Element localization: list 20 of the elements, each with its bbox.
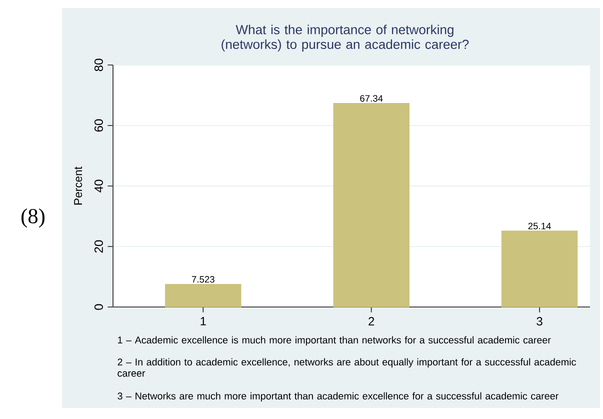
y-axis-title: Percent xyxy=(74,166,82,205)
y-tick-label: 40 xyxy=(94,180,103,192)
chart-title: What is the importance of networking (networks) to pursue an academic career? xyxy=(222,24,469,52)
bar xyxy=(501,230,578,308)
text: (8) xyxy=(22,208,45,228)
bar xyxy=(165,284,242,308)
y-tick-label: 0 xyxy=(94,304,103,310)
text: 1 – Academic excellence is much more important than networks for a successful academic career xyxy=(118,336,551,346)
text: 2 – In addition to academic excellence, networks are about equally important for a successful academic career xyxy=(118,358,576,377)
y-tick-label: 80 xyxy=(94,58,103,72)
data-label: 7.523 xyxy=(192,276,214,283)
data-label: 25.14 xyxy=(528,222,551,230)
text: 3 – Networks are much more important than academic excellence for a successful academic career xyxy=(118,392,558,402)
x-tick-label: 3 xyxy=(536,317,542,326)
x-tick-label: 2 xyxy=(368,317,374,326)
x-tick-label: 1 xyxy=(200,317,206,326)
bar xyxy=(333,103,410,308)
y-tick-label: 20 xyxy=(94,240,103,253)
y-tick-label: 60 xyxy=(94,119,103,132)
data-label: 67.34 xyxy=(360,95,383,102)
